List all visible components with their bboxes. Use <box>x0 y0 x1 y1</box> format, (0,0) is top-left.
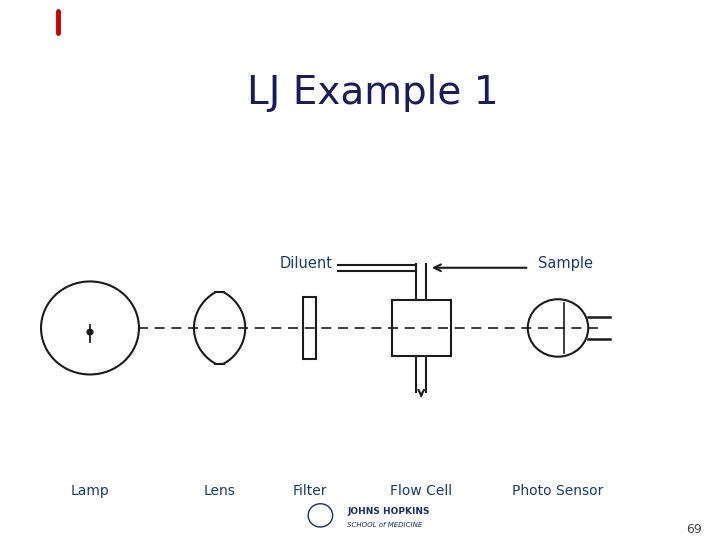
Text: Sample: Sample <box>538 256 593 271</box>
Text: Lamp: Lamp <box>71 484 109 498</box>
Text: PSMILE: PSMILE <box>40 48 66 53</box>
Text: LJ Example 1: LJ Example 1 <box>247 74 498 112</box>
Bar <box>392 300 451 356</box>
Circle shape <box>86 329 94 335</box>
Text: JOHNS HOPKINS: JOHNS HOPKINS <box>347 507 430 516</box>
Bar <box>304 297 316 359</box>
Text: Filter: Filter <box>292 484 327 498</box>
Text: SCHOOL of MEDICINE: SCHOOL of MEDICINE <box>347 522 423 528</box>
Text: Lens: Lens <box>204 484 235 498</box>
Text: Flow Cell: Flow Cell <box>390 484 452 498</box>
Text: Photo Sensor: Photo Sensor <box>513 484 603 498</box>
Text: 69: 69 <box>686 523 702 536</box>
Text: Patient Safety Monitoring in International Laboratories (SMILE): Patient Safety Monitoring in Internation… <box>112 20 590 35</box>
Text: Diluent: Diluent <box>279 256 333 271</box>
